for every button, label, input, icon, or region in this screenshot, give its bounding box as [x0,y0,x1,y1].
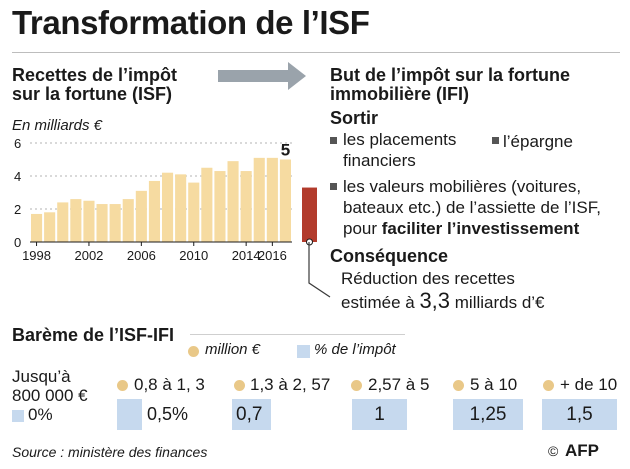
data-bar [70,199,82,242]
bareme-divider [190,334,405,335]
bracket-pct-box [117,399,142,430]
bracket-dot [117,380,128,391]
bracket-pct-box: 1,25 [453,399,523,430]
bracket-dot [351,380,362,391]
data-bar [44,212,56,242]
x-tick-label: 2002 [74,248,103,263]
bracket-pct-box: 0,7 [232,399,271,430]
y-tick-label: 0 [14,235,21,250]
consequence-value: 3,3 [419,288,451,313]
sortir-heading: Sortir [330,108,379,128]
isf-title-line1: Recettes de l’impôt [12,65,178,85]
sortir-item-epargne: l’épargne [503,132,573,151]
arrow-icon [218,62,306,90]
consequence-heading: Conséquence [330,246,449,266]
first-bracket-line1: Jusqu’à [12,367,71,386]
data-bar [240,171,252,242]
source-label: Source : ministère des finances [12,444,208,460]
x-tick-label: 2010 [179,248,208,263]
data-bar [148,180,160,242]
item-valeurs-line3: pour faciliter l’investissement [343,218,601,239]
bracket-pct-box: 1,5 [542,399,617,430]
item-valeurs-line2: bateaux etc.) de l’assiette de l’ISF, [343,198,601,217]
first-bracket-line2: 800 000 € [12,386,88,405]
x-tick-label: 2016 [258,248,287,263]
data-bar [266,157,278,242]
legend-pct-label: % de l’impôt [314,341,396,358]
bracket-dot [234,380,245,391]
data-bar [175,174,187,242]
bracket-pct-box: 1 [352,399,407,430]
ifi-title-line2: immobilière (IFI) [330,84,470,104]
afp-logo: AFP [565,441,599,460]
bracket-range: 5 à 10 [470,375,518,394]
data-bar [162,172,174,242]
data-bar [109,204,121,242]
x-tick-label: 2014 [232,248,261,263]
consequence-line2: estimée à 3,3 milliards d’€ [341,290,545,314]
data-bar [253,157,265,242]
isf-section-title: Recettes de l’impôt sur la fortune (ISF) [12,66,177,104]
bullet-icon [330,137,337,144]
ifi-connector-line [308,242,331,298]
data-bar [135,190,147,242]
bullet-icon [330,183,337,190]
consequence-prefix: estimée à [341,293,420,312]
page-title: Transformation de l’ISF [12,4,370,41]
item-valeurs-line1: les valeurs mobilières (voitures, [343,177,582,196]
data-bar [214,171,226,242]
y-tick-label: 6 [14,136,21,151]
pct-legend-square [297,345,310,358]
bracket-dot [453,380,464,391]
first-bracket-pct: 0% [28,405,53,424]
data-bar [188,182,200,242]
bracket-pct: 0,5% [147,404,189,424]
consequence-text: Réduction des recettes estimée à 3,3 mil… [341,268,545,314]
data-bar [122,199,134,242]
copyright-icon: © [548,443,559,459]
bracket-range: 1,3 à 2, 57 [250,375,331,394]
data-bar [96,204,108,242]
first-pct-square [12,410,24,422]
consequence-suffix: milliards d’€ [450,293,545,312]
bracket-dot [543,380,554,391]
x-tick-label: 1998 [22,248,51,263]
data-bar [227,161,239,242]
ifi-estimate-bar [302,187,317,242]
item-valeurs-prefix: pour [343,219,382,238]
bracket-range: + de 10 [560,375,618,394]
item-placements-line1: les placements [343,130,457,149]
item-placements-line2: financiers [343,151,416,170]
ifi-title-line1: But de l’impôt sur la fortune [330,65,571,85]
bracket-range: 2,57 à 5 [368,375,430,394]
data-bar [31,213,43,242]
data-bar [83,200,95,242]
consequence-line1: Réduction des recettes [341,269,515,288]
bar-annotation: 5 [281,141,290,160]
sortir-item-valeurs: les valeurs mobilières (voitures, bateau… [343,176,601,239]
sortir-item-placements: les placements financiers [343,129,456,171]
million-legend-dot [188,346,199,357]
x-tick-label: 2006 [127,248,156,263]
y-tick-label: 4 [14,169,21,184]
legend-million-label: million € [205,341,261,358]
y-tick-label: 2 [14,202,21,217]
bracket-range: 0,8 à 1, 3 [134,375,205,394]
bareme-title: Barème de l’ISF-IFI [12,325,175,345]
first-bracket: Jusqu’à 800 000 € [12,367,88,405]
data-bar [57,202,69,242]
bullet-icon [492,137,499,144]
title-divider [12,52,620,53]
item-valeurs-bold: faciliter l’investissement [381,219,580,238]
chart-unit-label: En milliards € [12,117,103,134]
data-bar [279,159,291,242]
isf-title-line2: sur la fortune (ISF) [12,84,173,104]
data-bar [201,167,213,242]
ifi-section-title: But de l’impôt sur la fortune immobilièr… [330,66,570,104]
